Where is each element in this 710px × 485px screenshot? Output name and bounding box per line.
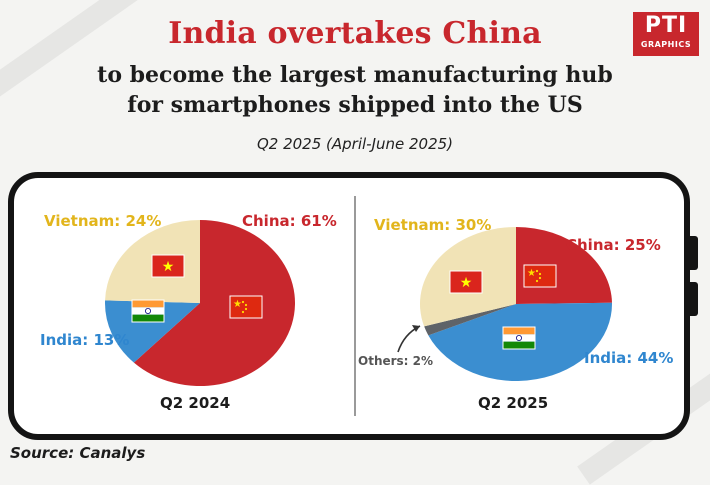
china-flag-icon: ★ [229,295,263,319]
source-note: Source: Canalys [10,444,146,462]
pti-graphics-logo: PTI GRAPHICS [633,12,699,56]
phone-side-button [690,236,698,270]
chart-subtitle-line-2: for smartphones shipped into the US [127,92,583,118]
india-flag-icon [502,326,536,350]
pie-slice-others [424,304,516,336]
logo-sub-text: GRAPHICS [640,40,692,49]
pie-charts-svg: ★ ★ ★ ★ [105,220,613,386]
svg-text:★: ★ [162,259,175,275]
pie-title-q2-2024: Q2 2024 [160,394,231,412]
pie-slice-china [133,220,296,386]
svg-text:★: ★ [527,268,536,279]
chart-divider [354,196,356,416]
slice-label-vietnam-2024: Vietnam: 24% [44,212,162,230]
slice-label-china-2024: China: 61% [242,212,337,230]
svg-text:★: ★ [233,299,242,310]
vietnam-flag-icon: ★ [151,254,185,278]
slice-label-others-2025: Others: 2% [358,354,434,368]
slice-label-india-2025: India: 44% [584,349,674,367]
vietnam-flag-icon: ★ [449,270,483,294]
pie-title-q2-2025: Q2 2025 [478,394,549,412]
pie-slice-india [105,300,200,363]
india-flag-icon [131,299,165,323]
others-pointer-arrowhead [412,325,420,332]
phone-side-button [690,282,698,316]
logo-main-text: PTI [644,13,688,38]
slice-label-india-2024: India: 13% [40,331,130,349]
svg-text:★: ★ [460,275,473,291]
period-label: Q2 2025 (April-June 2025) [256,135,454,153]
flags-layer: ★ ★ ★ ★ [131,254,557,353]
slice-label-vietnam-2025: Vietnam: 30% [374,216,492,234]
slice-label-china-2025: China: 25% [566,236,661,254]
chart-subtitle-line-1: to become the largest manufacturing hub [97,62,613,88]
chart-title: India overtakes China [168,16,542,51]
china-flag-icon: ★ [523,264,557,288]
